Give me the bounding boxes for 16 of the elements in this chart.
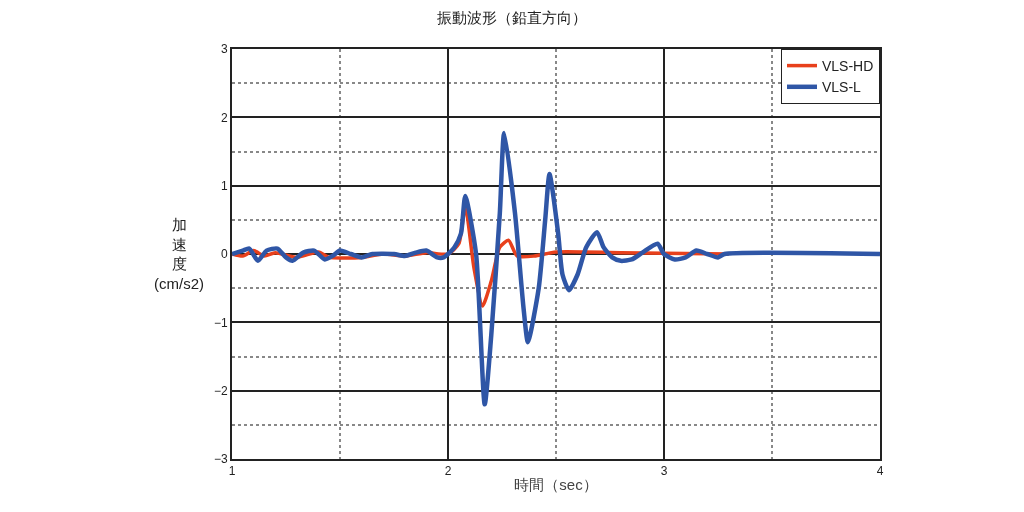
line-series xyxy=(232,130,880,407)
legend-label: VLS-HD xyxy=(822,58,874,75)
y-axis-title: 加速度(cm/s2) xyxy=(154,216,204,292)
y-tick-label: 1 xyxy=(220,178,228,193)
y-tick-label: 0 xyxy=(220,247,228,262)
y-tick-label: 2 xyxy=(220,110,228,125)
y-tick-label: −2 xyxy=(213,383,228,398)
chart-title: 振動波形（鉛直方向） xyxy=(437,9,587,27)
y-tick-label: −3 xyxy=(213,452,228,467)
y-tick-label: 3 xyxy=(220,42,228,57)
x-axis-title: 時間（sec） xyxy=(514,475,598,493)
y-tick-label: −1 xyxy=(213,315,228,330)
x-tick-label: 2 xyxy=(444,464,452,479)
x-tick-label: 4 xyxy=(876,464,884,479)
legend-label: VLS-L xyxy=(822,79,862,96)
x-tick-label: 3 xyxy=(660,464,668,479)
